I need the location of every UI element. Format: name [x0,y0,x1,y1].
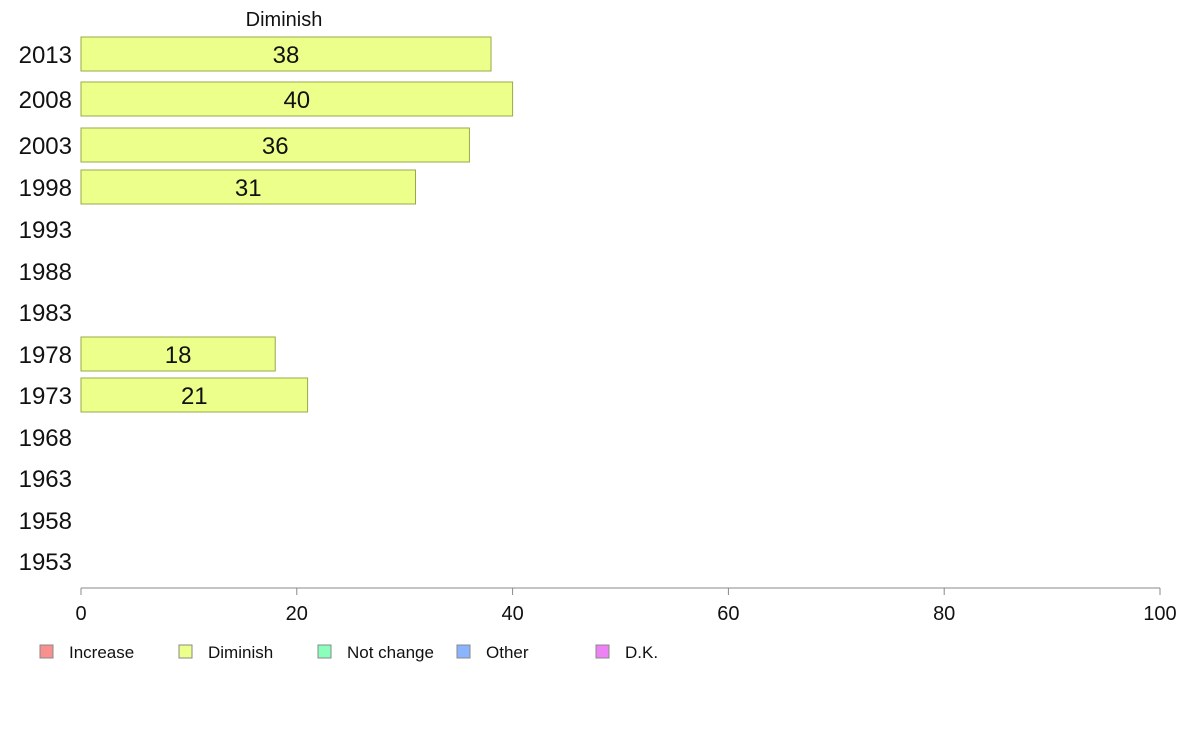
year-label: 2013 [19,42,72,69]
x-tick-label: 0 [75,603,86,625]
year-label: 2008 [19,87,72,114]
bar [80,36,492,72]
legend-swatch [595,644,610,659]
data-label: 21 [181,383,208,410]
legend-label: D.K. [625,643,658,662]
year-label: 1983 [19,300,72,327]
legend-label: Other [486,643,529,662]
year-label: 1998 [19,175,72,202]
x-tick-label: 20 [286,603,308,625]
data-label: 38 [273,42,300,69]
series-title: Diminish [246,9,323,31]
bar [80,169,416,205]
legend-label: Diminish [208,643,273,662]
x-axis: 0 20 40 60 80 100 [75,587,1177,625]
year-label: 1973 [19,383,72,410]
year-label: 2003 [19,133,72,160]
legend-swatch [178,644,193,659]
legend-swatch [456,644,471,659]
x-tick-label: 60 [717,603,739,625]
legend: Increase Diminish Not change Other D.K. [39,643,658,662]
year-label: 1978 [19,342,72,369]
bar [80,81,514,117]
data-label: 18 [165,342,192,369]
x-tick-label: 100 [1143,603,1176,625]
legend-label: Increase [69,643,134,662]
legend-label: Not change [347,643,434,662]
data-label: 31 [235,175,262,202]
x-tick-label: 40 [501,603,523,625]
year-label: 1953 [19,549,72,576]
legend-swatch [317,644,332,659]
bar [80,336,276,372]
year-label: 1993 [19,217,72,244]
year-label: 1958 [19,508,72,535]
year-label: 1988 [19,259,72,286]
year-labels: 2013 2008 2003 1998 1993 1988 1983 1978 1973 1968… [19,42,72,576]
year-label: 1968 [19,425,72,452]
legend-swatch [39,644,54,659]
bar [80,377,309,413]
year-label: 1963 [19,466,72,493]
bar [80,127,470,163]
data-label: 40 [283,87,310,114]
x-tick-label: 80 [933,603,955,625]
data-label: 36 [262,133,289,160]
